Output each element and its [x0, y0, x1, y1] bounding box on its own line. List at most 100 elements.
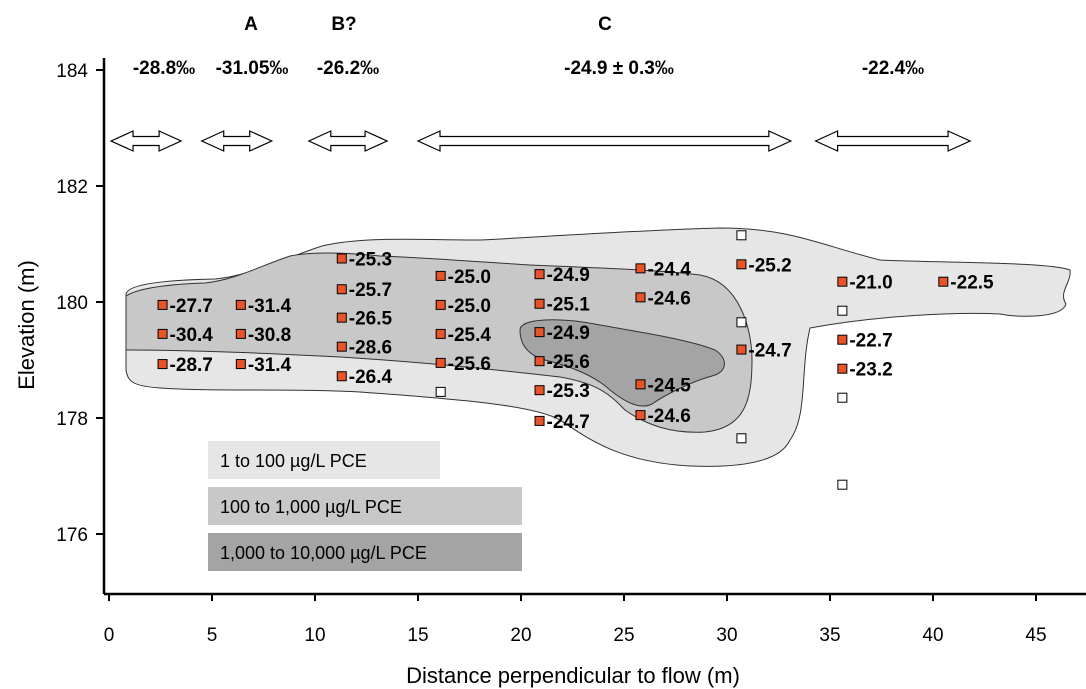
- sample-marker: [534, 356, 545, 367]
- sample-marker: [157, 328, 168, 339]
- sample-label: -24.7: [748, 341, 791, 362]
- sample-marker: [736, 344, 747, 355]
- sample-label: -31.4: [248, 355, 292, 376]
- sample-label: -25.1: [547, 295, 591, 316]
- x-tick-label: 40: [922, 625, 943, 646]
- isotope-label: -24.9 ± 0.3‰: [564, 58, 674, 79]
- sample-label: -27.7: [170, 296, 213, 317]
- sample-label: -24.4: [647, 259, 691, 280]
- sample-marker: [635, 379, 646, 390]
- sample-label: -26.4: [349, 367, 393, 388]
- isotope-label: -28.8‰: [133, 58, 195, 79]
- sample-marker: [435, 270, 446, 281]
- y-tick-label: 176: [56, 525, 88, 546]
- sample-marker: [157, 299, 168, 310]
- sample-marker: [534, 415, 545, 426]
- group-label: C: [598, 14, 612, 35]
- sample-label: -25.2: [748, 255, 791, 276]
- legend-swatch: [208, 533, 522, 571]
- isotope-range-arrow: [109, 130, 183, 152]
- y-tick-label: 184: [56, 61, 88, 82]
- y-ticks: 176 178 180 182 184: [56, 61, 104, 546]
- sample-marker: [837, 276, 848, 287]
- sample-marker: [435, 299, 446, 310]
- sample-marker: [635, 292, 646, 303]
- isotope-label: -31.05‰: [216, 58, 289, 79]
- y-tick-label: 180: [56, 293, 88, 314]
- sample-label: -30.4: [170, 325, 214, 346]
- x-tick-label: 15: [407, 625, 428, 646]
- empty-sample-markers: [435, 230, 848, 490]
- sample-marker: [435, 328, 446, 339]
- empty-sample-marker: [837, 479, 848, 490]
- sample-marker: [336, 312, 347, 323]
- sample-markers: -27.7 -30.4 -28.7 -31.4 -30.8 -31.4 -25.3 -25.7…: [157, 250, 994, 433]
- sample-label: -24.9: [547, 265, 590, 286]
- sample-label: -26.5: [349, 309, 393, 330]
- sample-label: -25.7: [349, 280, 392, 301]
- sample-marker: [534, 385, 545, 396]
- isotope-range-arrow: [200, 130, 274, 152]
- sample-marker: [534, 269, 545, 280]
- sample-label: -25.6: [448, 354, 491, 375]
- isotope-range-arrow: [416, 130, 793, 152]
- x-ticks: 05101520253035404550: [104, 594, 1047, 646]
- x-tick-label: 10: [304, 625, 325, 646]
- sample-label: -22.7: [849, 331, 892, 352]
- empty-sample-marker: [736, 433, 747, 444]
- sample-label: -25.0: [448, 296, 491, 317]
- legend: 1 to 100 µg/L PCE 100 to 1,000 µg/L PCE 1,…: [208, 441, 522, 571]
- empty-sample-marker: [435, 386, 446, 397]
- x-axis-title: Distance perpendicular to flow (m): [406, 663, 740, 688]
- isotope-label: -26.2‰: [317, 58, 379, 79]
- group-label: A: [244, 14, 258, 35]
- sample-marker: [837, 363, 848, 374]
- sample-marker: [534, 298, 545, 309]
- x-tick-label: 30: [716, 625, 737, 646]
- group-label: B?: [331, 14, 356, 35]
- legend-swatch: [208, 441, 440, 479]
- sample-label: -25.4: [448, 325, 492, 346]
- sample-label: -24.9: [547, 323, 590, 344]
- sample-label: -28.7: [170, 355, 213, 376]
- empty-sample-marker: [736, 230, 747, 241]
- isotope-range-arrow: [307, 130, 389, 152]
- sample-label: -24.6: [647, 288, 690, 309]
- sample-label: -24.6: [647, 406, 690, 427]
- sample-marker: [235, 299, 246, 310]
- x-tick-label: 0: [104, 625, 115, 646]
- sample-marker: [336, 284, 347, 295]
- sample-marker: [157, 359, 168, 370]
- isotope-ranges: -28.8‰ -31.05‰ -26.2‰ -24.9 ± 0.3‰ -22.4‰: [109, 58, 972, 152]
- x-tick-label: 5: [207, 625, 218, 646]
- legend-label: 100 to 1,000 µg/L PCE: [220, 497, 402, 517]
- sample-label: -28.6: [349, 338, 392, 359]
- sample-marker: [336, 341, 347, 352]
- empty-sample-marker: [837, 305, 848, 316]
- sample-marker: [435, 357, 446, 368]
- sample-label: -24.7: [547, 412, 590, 433]
- sample-label: -25.3: [547, 381, 590, 402]
- sample-label: -23.2: [849, 360, 892, 381]
- sample-label: -30.8: [248, 325, 291, 346]
- y-axis-title: Elevation (m): [14, 260, 39, 390]
- y-tick-label: 182: [56, 177, 88, 198]
- legend-label: 1 to 100 µg/L PCE: [220, 451, 367, 471]
- sample-marker: [336, 371, 347, 382]
- sample-label: -25.3: [349, 250, 392, 271]
- legend-swatch: [208, 487, 522, 525]
- sample-label: -31.4: [248, 296, 292, 317]
- axes: [102, 58, 1086, 596]
- sample-label: -22.5: [950, 273, 994, 294]
- sample-marker: [235, 328, 246, 339]
- sample-label: -25.0: [448, 267, 491, 288]
- isotope-range-arrow: [814, 130, 972, 152]
- sample-label: -25.6: [547, 352, 590, 373]
- sample-label: -21.0: [849, 273, 892, 294]
- sample-label: -24.5: [647, 375, 691, 396]
- sample-marker: [635, 410, 646, 421]
- group-labels: A B? C: [244, 14, 612, 35]
- legend-label: 1,000 to 10,000 µg/L PCE: [220, 543, 427, 563]
- sample-marker: [938, 276, 949, 287]
